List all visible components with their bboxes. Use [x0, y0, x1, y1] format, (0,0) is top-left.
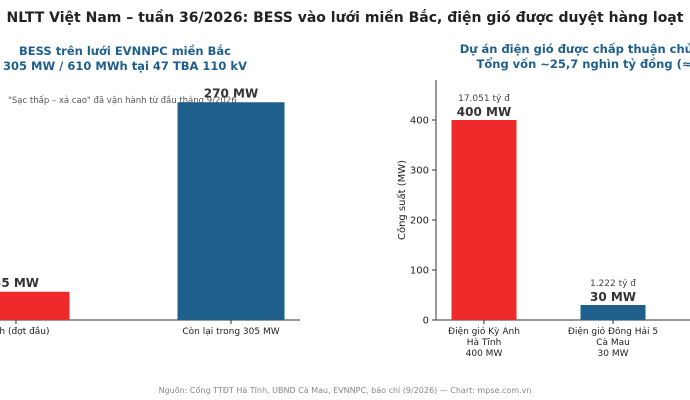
right-capital-label-1: 17.051 tỷ đ	[458, 94, 510, 104]
main-title: NLTT Việt Nam – tuần 36/2026: BESS vào l…	[6, 10, 684, 26]
right-y-tick-label-300: 300	[410, 166, 429, 177]
left-chart-note: "Sạc thấp – xả cao" đã vận hành từ đầu t…	[8, 96, 237, 106]
right-title-line-2: Tổng vốn ~25,7 nghìn tỷ đồng (≈1	[476, 57, 690, 71]
right-value-label-2: 30 MW	[590, 290, 636, 304]
left-chart-title: BESS trên lưới EVNNPC miền Bắc 305 MW / …	[0, 44, 290, 74]
right-y-axis-label: Công suất (MW)	[396, 160, 408, 240]
left-title-line-2: 305 MW / 610 MWh tại 47 TBA 110 kV	[3, 59, 247, 73]
right-category-label-1-line-2: Hà Tĩnh	[467, 338, 502, 348]
right-category-label-2-line-3: 30 MW	[598, 349, 629, 359]
right-title-line-1: Dự án điện gió được chấp thuận chủ trư	[459, 42, 690, 56]
left-value-label-1: 35 MW	[0, 276, 39, 290]
left-title-line-1: BESS trên lưới EVNNPC miền Bắc	[19, 44, 231, 58]
left-bar-1	[0, 291, 70, 320]
right-y-tick-label-100: 100	[410, 266, 429, 277]
right-chart-title: Dự án điện gió được chấp thuận chủ trư T…	[398, 42, 690, 72]
right-capital-label-2: 1.222 tỷ đ	[590, 279, 636, 289]
left-category-label-2: Còn lại trong 305 MW	[182, 326, 279, 337]
right-y-tick-label-0: 0	[423, 316, 429, 327]
right-y-tick-label-200: 200	[410, 216, 429, 227]
right-category-label-1-line-3: 400 MW	[466, 349, 503, 359]
right-category-label-2-line-1: Điện gió Đông Hải 5	[568, 326, 658, 337]
right-category-label-2-line-2: Cà Mau	[596, 338, 630, 348]
right-category-label-1-line-1: Điện gió Kỳ Anh	[448, 326, 520, 337]
left-category-label-1: hành (đợt đầu)	[0, 326, 50, 337]
right-bar-1	[451, 120, 517, 320]
left-value-label-2: 270 MW	[204, 86, 258, 100]
right-value-label-1: 400 MW	[457, 105, 511, 119]
right-y-tick-label-400: 400	[410, 116, 429, 127]
source-note: Nguồn: Cổng TTĐT Hà Tĩnh, UBND Cà Mau, E…	[158, 386, 532, 395]
right-bar-2	[580, 305, 646, 320]
left-bar-2	[177, 102, 285, 321]
left-bar-chart: 35 MW hành (đợt đầu) 270 MW Còn lại trong 3…	[0, 86, 300, 337]
